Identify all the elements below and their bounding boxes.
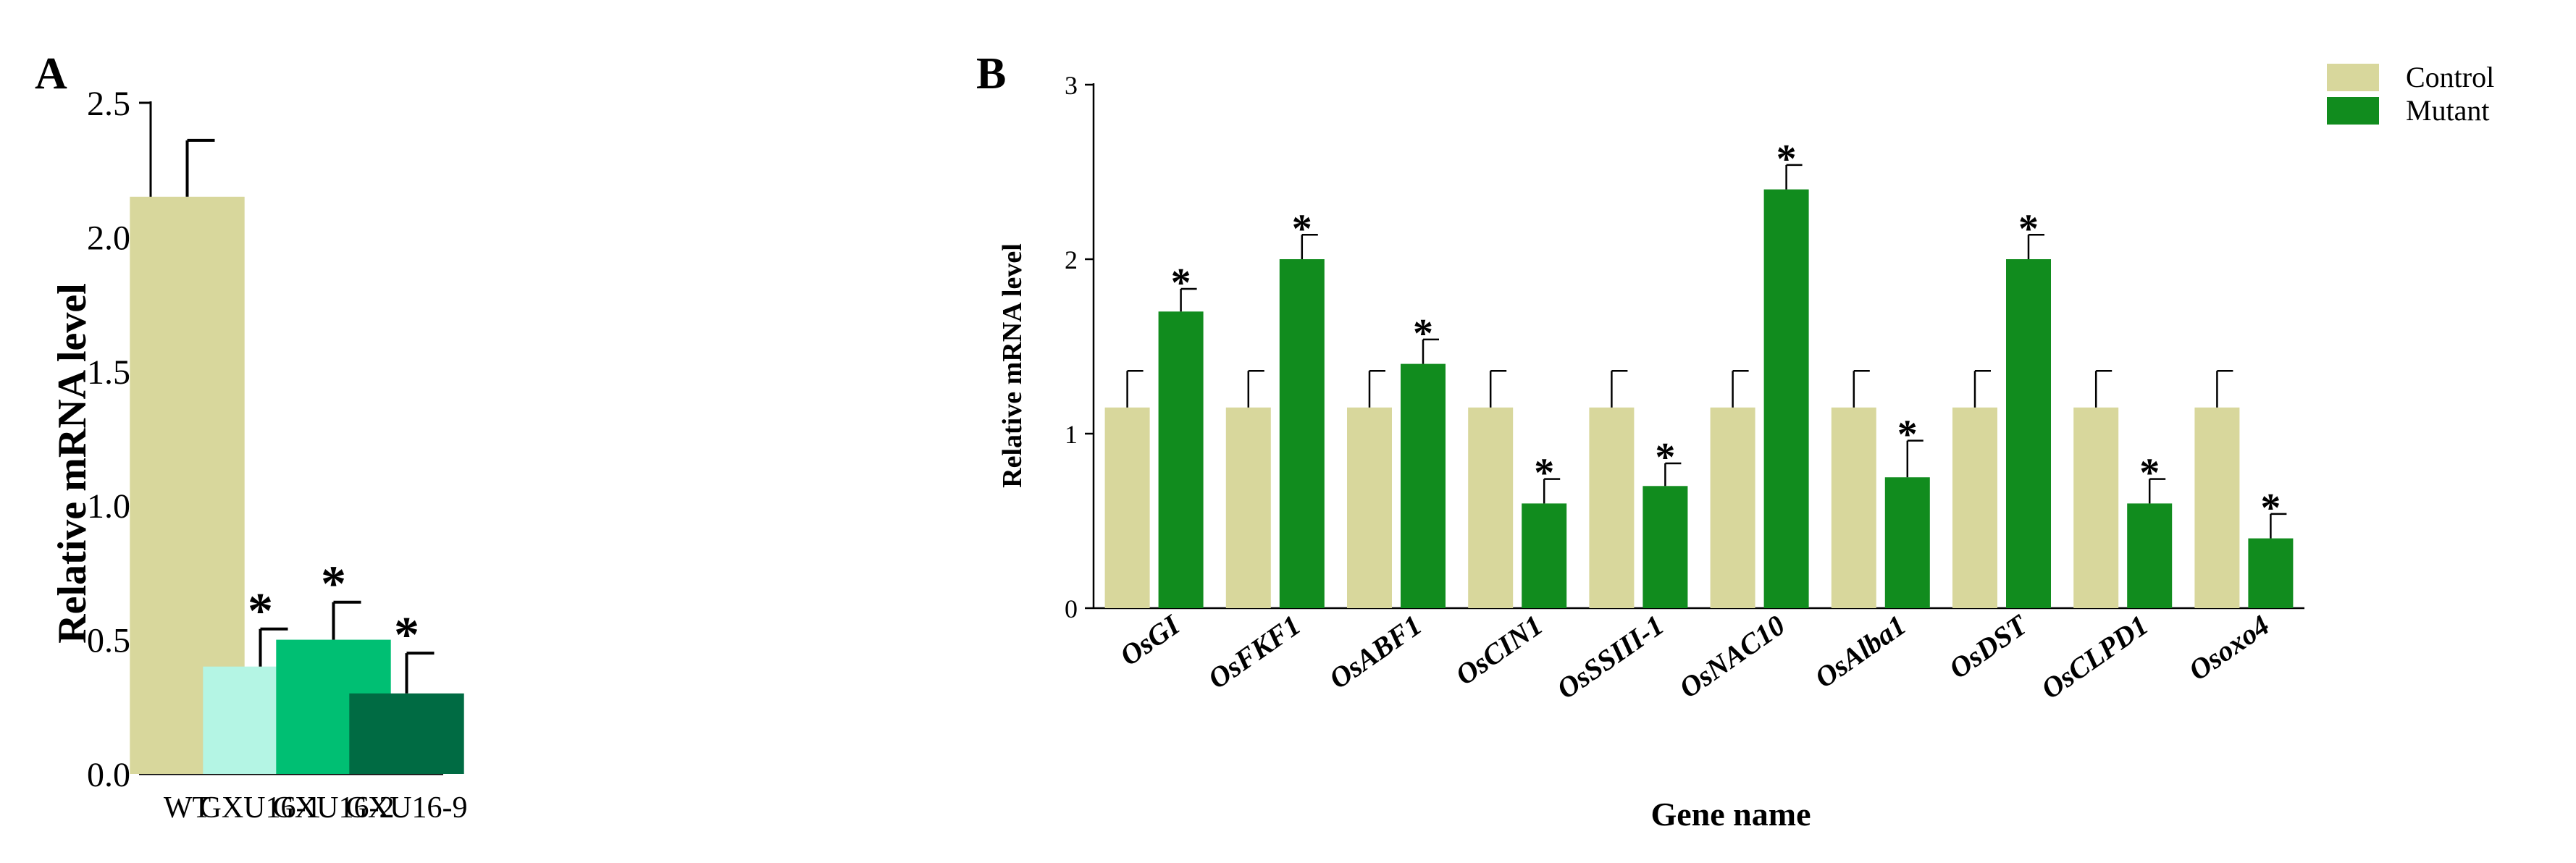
panel-b-bar-control (1468, 407, 1514, 608)
panel-b-x-tick-label: OsABF1 (1323, 609, 1427, 696)
panel-a-y-axis-title: Relative mRNA level (50, 283, 95, 644)
panel-b-bar-mutant (1279, 259, 1325, 608)
panel-b-x-tick-label: OsCLPD1 (2035, 609, 2154, 706)
panel-b-bar-mutant (1763, 189, 1809, 609)
panel-b-legend-label: Mutant (2406, 94, 2490, 127)
panel-b-x-tick-label: OsCIN1 (1449, 609, 1548, 692)
panel-a-bar-4 (349, 693, 464, 774)
panel-a-label: A (35, 49, 67, 98)
panel-b-bar-mutant (1522, 503, 1567, 608)
panel-b-legend-swatch-mutant (2327, 97, 2379, 125)
panel-b-bars: * OsGI * OsFKF1 * OsABF1 * OsCIN1 * OsSSIII-1 * OsN… (1104, 137, 2294, 706)
panel-a-significance-mark: * (321, 557, 346, 612)
panel-a-y-tick-label: 1.5 (87, 353, 130, 392)
panel-b-bar-mutant (1884, 477, 1930, 608)
panel-a-y-tick-label: 2.5 (87, 85, 130, 123)
panel-b-significance-mark: * (1171, 261, 1191, 306)
panel-b-bar-control (1104, 407, 1150, 608)
panel-b-bar-control (2194, 407, 2240, 608)
panel-b-legend-swatch-control (2327, 64, 2379, 91)
panel-b-bar-control (1347, 407, 1392, 608)
panel-b-y-tick-label: 0 (1065, 594, 1078, 623)
panel-b-bar-mutant (1158, 311, 1204, 608)
panel-b-bar-control (1225, 407, 1271, 608)
panel-b-x-tick-label: Osoxo4 (2183, 609, 2275, 687)
panel-b-y-tick-label: 3 (1065, 71, 1078, 100)
panel-b-significance-mark: * (1292, 206, 1312, 251)
panel-b-bar-mutant (2006, 259, 2051, 608)
panel-b-label: B (976, 49, 1006, 98)
panel-b: B Relative mRNA level Gene name 0 1 2 3 * Os… (976, 49, 2494, 833)
panel-a-bars: WT * GXU16-1 * GXU16-2 * GXU16-9 (130, 138, 468, 825)
panel-b-bar-mutant (2248, 538, 2294, 608)
panel-b-y-tick-label: 2 (1065, 245, 1078, 274)
panel-b-significance-mark: * (1655, 435, 1675, 480)
panel-b-bar-mutant (1642, 486, 1688, 608)
panel-b-x-tick-label: OsFKF1 (1202, 609, 1306, 696)
panel-b-x-axis-title: Gene name (1650, 796, 1811, 833)
panel-b-legend-label: Control (2406, 61, 2494, 93)
panel-a-y-tick-label: 0.0 (87, 756, 130, 794)
panel-a-x-tick-label: GXU16-9 (346, 791, 468, 825)
panel-b-x-tick-label: OsAlba1 (1809, 609, 1912, 694)
panel-b-y-tick-label: 1 (1065, 420, 1078, 449)
panel-b-bar-control (1589, 407, 1635, 608)
panel-b-significance-mark: * (2018, 206, 2039, 251)
panel-b-bar-control (2073, 407, 2119, 608)
panel-b-bar-mutant (1401, 363, 1446, 608)
panel-a-x-tick-label: GXU16-2 (273, 791, 395, 825)
panel-b-y-axis-title: Relative mRNA level (997, 243, 1028, 488)
panel-a-x-tick-label: GXU16-1 (200, 791, 322, 825)
panel-a-axes: 0.0 0.5 1.0 1.5 2.0 2.5 (87, 85, 443, 794)
panel-b-x-tick-label: OsNAC10 (1673, 609, 1790, 704)
panel-a-x-tick-label: WT (164, 791, 211, 825)
panel-b-bar-control (1710, 407, 1755, 608)
panel-a-significance-mark: * (394, 607, 419, 663)
panel-b-significance-mark: * (1413, 311, 1433, 356)
panel-a-significance-mark: * (248, 584, 273, 639)
panel-b-significance-mark: * (2260, 486, 2281, 531)
panel-a-y-tick-label: 1.0 (87, 487, 130, 526)
panel-b-significance-mark: * (1776, 137, 1797, 182)
panel-a-y-tick-label: 2.0 (87, 219, 130, 257)
panel-a-y-tick-label: 0.5 (87, 622, 130, 660)
panel-b-x-tick-label: OsDST (1943, 608, 2034, 686)
panel-b-bar-mutant (2127, 503, 2173, 608)
panel-b-significance-mark: * (2139, 451, 2160, 496)
panel-b-bar-control (1831, 407, 1876, 608)
panel-b-x-tick-label: OsGI (1114, 608, 1186, 673)
panel-b-significance-mark: * (1897, 413, 1918, 458)
panel-b-x-tick-label: OsSSIII-1 (1551, 609, 1669, 706)
panel-b-bar-control (1952, 407, 1997, 608)
panel-a: A Relative mRNA level 0.0 0.5 1.0 1.5 2.0 2.5… (35, 49, 467, 825)
panel-b-significance-mark: * (1534, 451, 1554, 496)
